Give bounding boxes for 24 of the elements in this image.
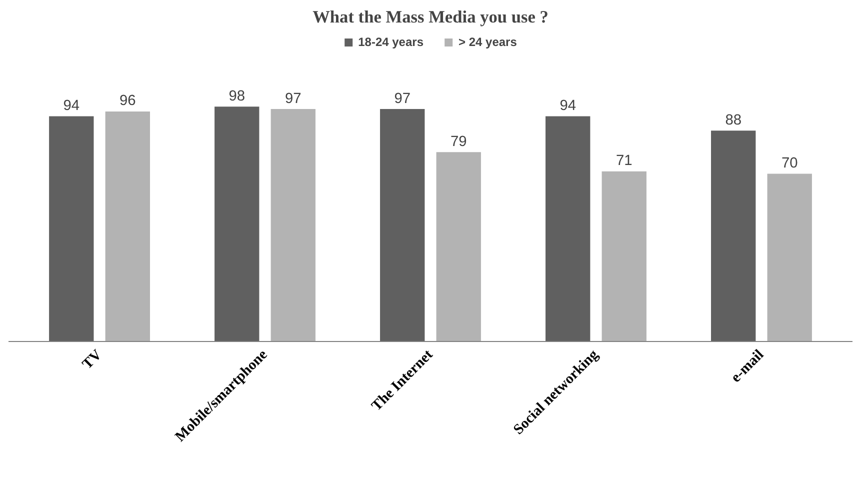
- bar: [380, 109, 425, 342]
- bar: [602, 171, 646, 342]
- legend-label: > 24 years: [458, 35, 517, 49]
- data-label: 94: [560, 98, 576, 114]
- chart-title: What the Mass Media you use ?: [312, 8, 548, 26]
- data-label: 96: [120, 93, 136, 110]
- legend-label: 18-24 years: [358, 35, 424, 49]
- data-label: 71: [616, 153, 632, 170]
- bar: [270, 109, 316, 342]
- data-label: 94: [63, 98, 80, 114]
- data-label: 98: [228, 88, 246, 104]
- data-label: 79: [450, 134, 467, 150]
- x-tick-label: TV: [79, 346, 106, 373]
- bar: [546, 116, 590, 342]
- bar: [214, 106, 260, 342]
- data-label: 97: [394, 90, 411, 107]
- data-label: 70: [781, 156, 798, 172]
- bar: [711, 130, 756, 342]
- bar: [105, 111, 150, 342]
- bar: [436, 152, 481, 342]
- data-label: 88: [725, 112, 742, 128]
- data-label: 97: [284, 90, 302, 107]
- bar: [49, 116, 94, 342]
- bar: [767, 174, 812, 342]
